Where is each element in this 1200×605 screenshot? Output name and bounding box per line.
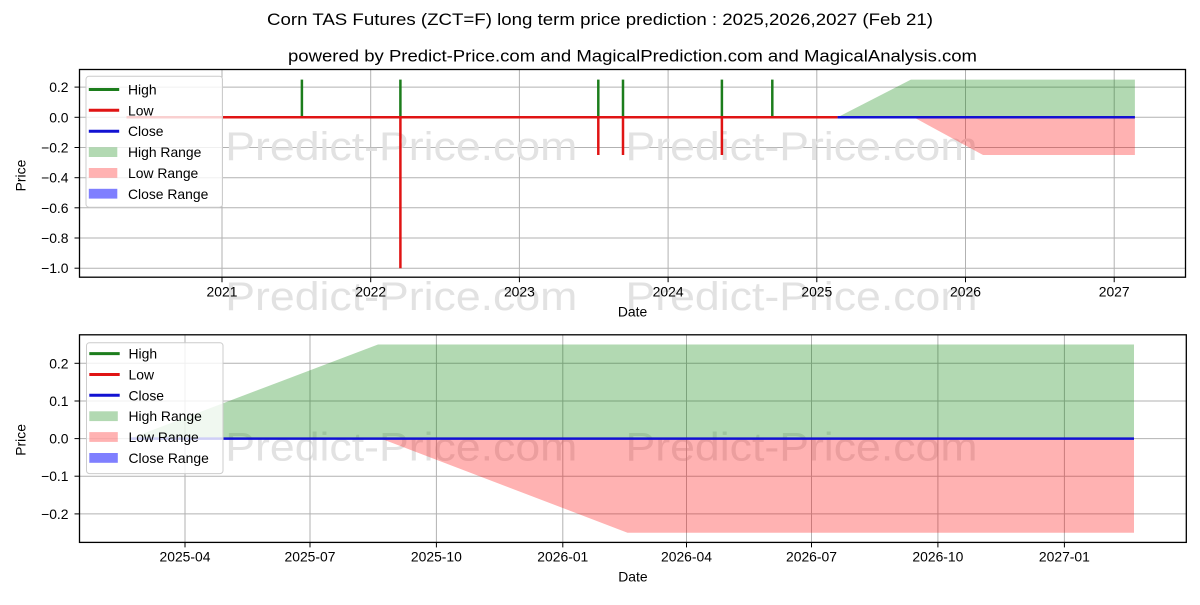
svg-text:−0.8: −0.8 xyxy=(41,230,69,246)
svg-text:Close: Close xyxy=(128,123,164,139)
svg-text:2025-10: 2025-10 xyxy=(411,549,462,565)
svg-text:2025: 2025 xyxy=(801,284,832,300)
svg-text:Price: Price xyxy=(13,159,29,191)
svg-text:2026-07: 2026-07 xyxy=(786,549,837,565)
svg-text:2023: 2023 xyxy=(504,284,535,300)
svg-text:−0.6: −0.6 xyxy=(41,200,69,216)
svg-text:High Range: High Range xyxy=(128,144,202,160)
svg-text:−0.2: −0.2 xyxy=(41,140,69,156)
svg-text:2025-04: 2025-04 xyxy=(160,549,211,565)
svg-text:0.2: 0.2 xyxy=(49,79,69,95)
svg-text:0.1: 0.1 xyxy=(49,393,69,409)
svg-text:2026-01: 2026-01 xyxy=(537,549,588,565)
svg-text:Date: Date xyxy=(618,304,648,320)
svg-text:2027: 2027 xyxy=(1099,284,1130,300)
svg-text:Predict-Price.com: Predict-Price.com xyxy=(225,425,577,470)
svg-text:Predict-Price.com: Predict-Price.com xyxy=(626,274,978,319)
svg-text:Corn TAS Futures (ZCT=F) long: Corn TAS Futures (ZCT=F) long term price… xyxy=(267,10,933,29)
svg-text:2026: 2026 xyxy=(950,284,981,300)
svg-text:powered by Predict-Price.com a: powered by Predict-Price.com and Magical… xyxy=(288,46,977,65)
svg-text:High Range: High Range xyxy=(129,408,203,424)
svg-text:−1.0: −1.0 xyxy=(41,260,69,276)
svg-text:Low: Low xyxy=(129,367,155,383)
svg-text:2027-01: 2027-01 xyxy=(1039,549,1090,565)
svg-text:2025-07: 2025-07 xyxy=(285,549,336,565)
svg-text:2024: 2024 xyxy=(653,284,684,300)
svg-text:Price: Price xyxy=(13,424,29,456)
svg-text:Close: Close xyxy=(129,387,165,403)
svg-text:High: High xyxy=(128,82,157,98)
svg-text:Low Range: Low Range xyxy=(129,429,200,445)
svg-text:2021: 2021 xyxy=(207,284,238,300)
svg-text:−0.1: −0.1 xyxy=(41,468,69,484)
svg-text:2026-04: 2026-04 xyxy=(661,549,712,565)
svg-text:Close Range: Close Range xyxy=(128,186,209,202)
svg-text:−0.2: −0.2 xyxy=(41,506,69,522)
svg-text:2026-10: 2026-10 xyxy=(912,549,963,565)
svg-text:Date: Date xyxy=(618,569,648,585)
svg-text:−0.4: −0.4 xyxy=(41,170,69,186)
svg-text:Predict-Price.com: Predict-Price.com xyxy=(225,274,577,319)
svg-text:Predict-Price.com: Predict-Price.com xyxy=(626,425,978,470)
svg-text:High: High xyxy=(129,346,158,362)
svg-text:0.0: 0.0 xyxy=(49,431,69,447)
svg-text:0.0: 0.0 xyxy=(49,109,69,125)
svg-text:Low Range: Low Range xyxy=(128,165,199,181)
svg-text:2022: 2022 xyxy=(355,284,386,300)
svg-text:Low: Low xyxy=(128,102,154,118)
svg-text:Close Range: Close Range xyxy=(129,450,210,466)
svg-text:Predict-Price.com: Predict-Price.com xyxy=(626,124,978,169)
svg-text:0.2: 0.2 xyxy=(49,355,69,371)
